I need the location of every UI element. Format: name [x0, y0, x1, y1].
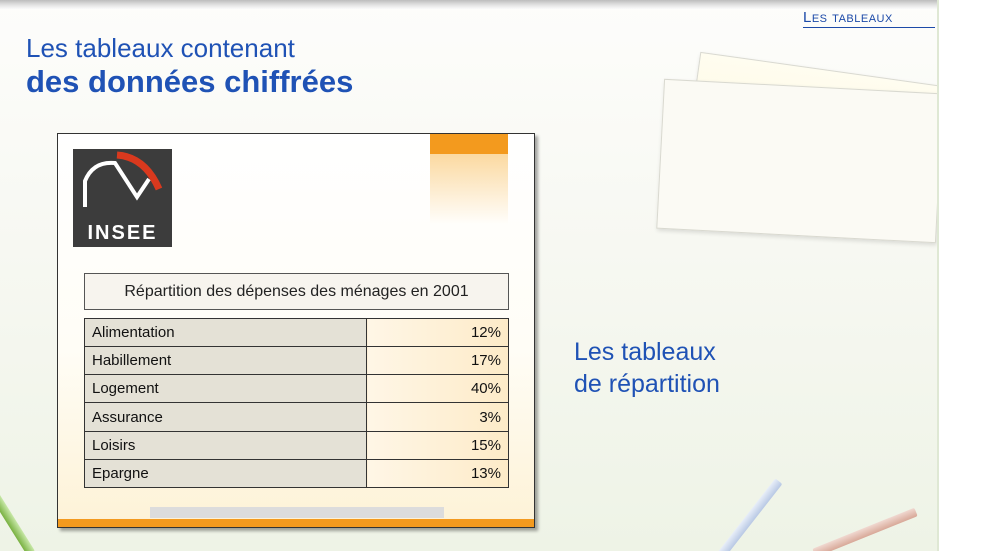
- orange-tab: [430, 134, 508, 154]
- table-caption: Répartition des dépenses des ménages en …: [84, 273, 509, 310]
- card-bottom-bar: [58, 519, 534, 527]
- row-value: 12%: [366, 317, 509, 348]
- table-row: Habillement 17%: [84, 346, 509, 376]
- row-label: Logement: [84, 374, 367, 404]
- page-title-line1: Les tableaux contenant: [26, 33, 295, 63]
- top-bar: [0, 0, 937, 9]
- card-gray-bar: [150, 507, 444, 518]
- row-value: 40%: [366, 374, 509, 404]
- row-label: Epargne: [84, 458, 367, 489]
- row-label: Habillement: [84, 346, 367, 376]
- decorative-paper: [656, 78, 937, 244]
- table-row: Alimentation 12%: [84, 317, 509, 348]
- decorative-pencil-icon: [812, 507, 918, 551]
- table-row: Logement 40%: [84, 374, 509, 404]
- table-row: Loisirs 15%: [84, 430, 509, 460]
- expense-table: Alimentation 12% Habillement 17% Logemen…: [84, 317, 509, 489]
- slide: Les tableaux Les tableaux contenant des …: [0, 0, 937, 551]
- table-row: Assurance 3%: [84, 402, 509, 432]
- row-value: 13%: [366, 458, 509, 489]
- insee-logo-icon: [83, 151, 163, 207]
- page-title-line2: des données chiffrées: [26, 64, 354, 99]
- row-value: 17%: [366, 346, 509, 376]
- side-caption: Les tableaux de répartition: [574, 336, 720, 400]
- insee-logo: INSEE: [73, 149, 172, 247]
- table-card: INSEE Répartition des dépenses des ménag…: [57, 133, 535, 528]
- decorative-pencil-icon: [707, 478, 783, 551]
- row-label: Assurance: [84, 402, 367, 432]
- row-label: Alimentation: [84, 317, 367, 348]
- side-caption-line1: Les tableaux: [574, 338, 716, 366]
- section-tag: Les tableaux: [803, 9, 935, 28]
- table-row: Epargne 13%: [84, 458, 509, 489]
- decorative-pencil-icon: [0, 483, 36, 551]
- orange-fade: [430, 154, 508, 224]
- row-value: 15%: [366, 430, 509, 460]
- right-margin: [937, 0, 1003, 551]
- row-label: Loisirs: [84, 430, 367, 460]
- side-caption-line2: de répartition: [574, 370, 720, 398]
- insee-logo-text: INSEE: [87, 222, 158, 244]
- row-value: 3%: [366, 402, 509, 432]
